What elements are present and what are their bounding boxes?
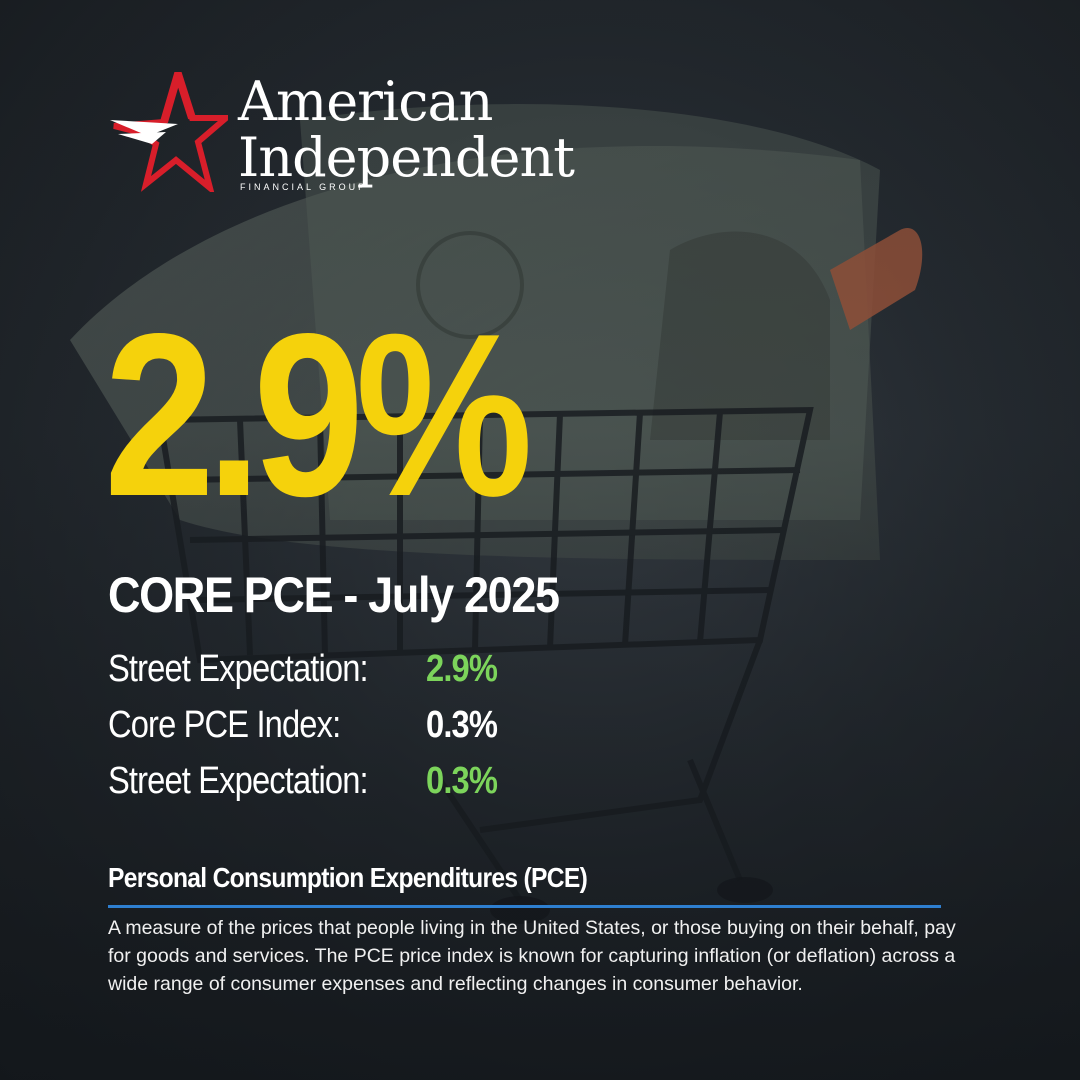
headline-subtitle: CORE PCE - July 2025 — [108, 567, 560, 623]
stats-list: Street Expectation: 2.9% Core PCE Index:… — [108, 648, 608, 816]
stat-label: Core PCE Index: — [108, 704, 341, 746]
stat-row-street-expectation: Street Expectation: 2.9% — [108, 648, 608, 704]
stat-value: 0.3% — [426, 760, 498, 802]
brand-logo: American Independent FINANCIAL GROUP — [108, 72, 628, 202]
headline-value: 2.9% — [104, 286, 533, 545]
definition-divider — [108, 905, 941, 908]
stat-row-core-pce-index: Core PCE Index: 0.3% — [108, 704, 608, 760]
star-logo-icon — [110, 72, 228, 192]
brand-tagline: FINANCIAL GROUP — [240, 182, 368, 192]
stat-value: 2.9% — [426, 648, 498, 690]
stat-value: 0.3% — [426, 704, 498, 746]
stat-row-street-expectation-index: Street Expectation: 0.3% — [108, 760, 608, 816]
brand-name-line2: Independent — [238, 126, 575, 189]
definition-body: A measure of the prices that people livi… — [108, 917, 956, 995]
stat-label: Street Expectation: — [108, 648, 369, 690]
brand-name-line1: American — [238, 70, 493, 133]
definition-title: Personal Consumption Expenditures (PCE) — [108, 862, 588, 893]
stat-label: Street Expectation: — [108, 760, 369, 802]
